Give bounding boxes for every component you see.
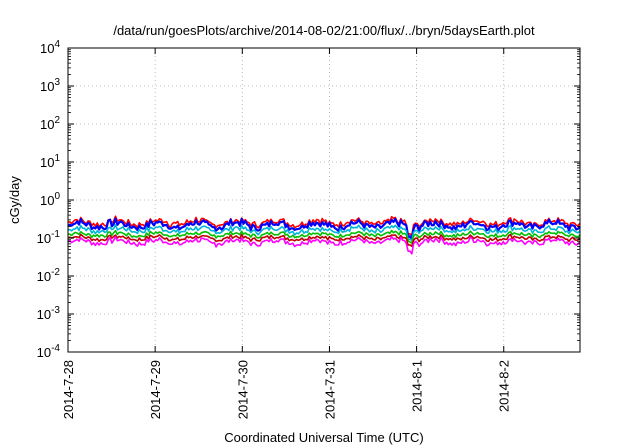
chart-title: /data/run/goesPlots/archive/2014-08-02/2… (113, 23, 535, 38)
grid (68, 48, 580, 352)
x-tick-label: 2014-8-1 (410, 360, 425, 412)
series-line (67, 215, 581, 236)
series-line (67, 224, 581, 242)
x-tick-label: 2014-7-28 (61, 360, 76, 419)
y-tick-label: 10-1 (37, 229, 61, 246)
series-line (67, 229, 581, 244)
series-group (67, 215, 581, 255)
y-tick-label: 10-2 (37, 267, 61, 284)
y-tick-label: 101 (40, 153, 60, 170)
y-tick-label: 103 (40, 77, 60, 94)
y-axis-label: cGy/day (7, 176, 22, 224)
x-tick-label: 2014-7-31 (322, 360, 337, 419)
y-axis-ticks: 10-4 10-3 10-2 10-1 100 101 102 103 104 (37, 39, 580, 360)
y-tick-label: 104 (40, 39, 60, 56)
y-tick-label: 10-3 (37, 305, 61, 322)
x-axis-label: Coordinated Universal Time (UTC) (224, 430, 423, 445)
x-tick-label: 2014-7-29 (148, 360, 163, 419)
x-tick-label: 2014-7-30 (235, 360, 250, 419)
y-tick-label: 102 (40, 115, 60, 132)
y-tick-label: 100 (40, 191, 60, 208)
y-tick-label: 10-4 (37, 343, 61, 360)
series-line (67, 217, 581, 240)
series-line (67, 233, 581, 247)
series-line (67, 235, 581, 255)
x-tick-label: 2014-8-2 (497, 360, 512, 412)
x-axis-ticks: 2014-7-28 2014-7-29 2014-7-30 2014-7-31 2014… (61, 48, 512, 419)
